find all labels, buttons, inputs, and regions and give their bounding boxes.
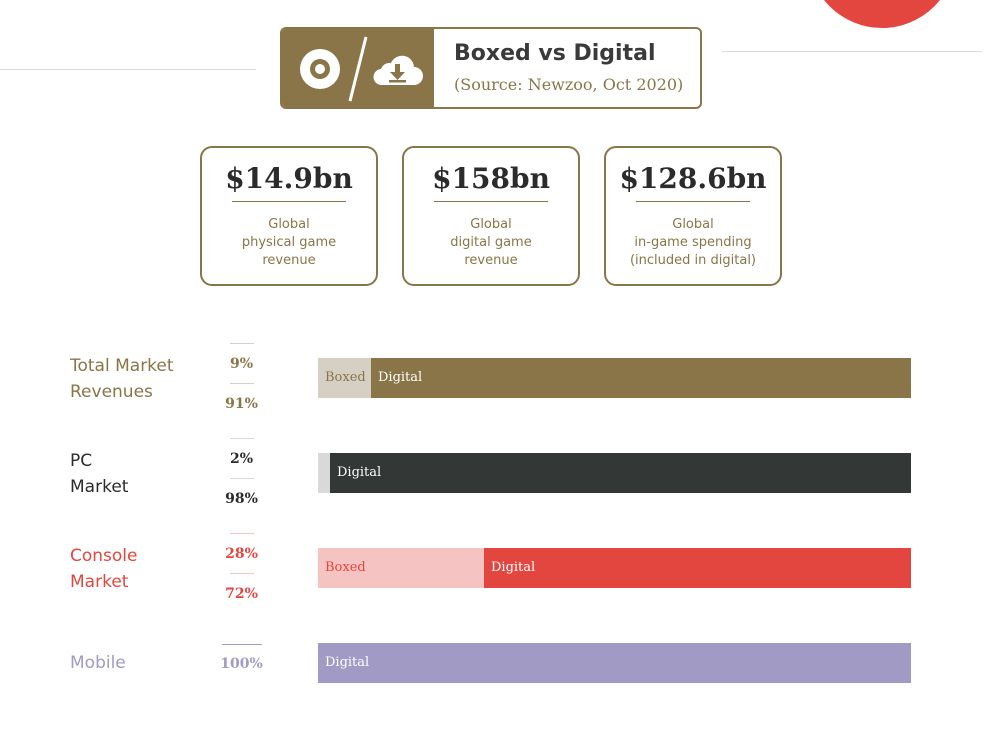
- pct-divider: [230, 343, 254, 344]
- bar-segment-boxed: Boxed: [318, 358, 371, 398]
- digital-percent-label: 91%: [225, 396, 258, 412]
- boxed-percent-label: 28%: [225, 546, 258, 562]
- bar-segment-digital: Digital: [318, 643, 911, 683]
- stat-value: $14.9bn: [225, 162, 353, 195]
- divider-right: [722, 51, 982, 52]
- segment-label: Digital: [337, 465, 382, 480]
- segment-label: Boxed: [325, 560, 366, 575]
- bar-track: Digital: [318, 643, 911, 683]
- bar-segment-boxed: Boxed: [318, 548, 484, 588]
- slash-divider: [348, 36, 368, 102]
- header-icon-panel: [282, 29, 434, 107]
- segment-label: Digital: [491, 560, 536, 575]
- stat-divider: [636, 201, 750, 202]
- pct-divider: [222, 644, 262, 645]
- stat-label: Global in-game spending (included in dig…: [629, 217, 756, 268]
- disc-icon: [300, 49, 340, 89]
- bar-segment-boxed: [318, 453, 330, 493]
- category-label: Console Market: [70, 546, 138, 592]
- category-label: Mobile: [70, 653, 126, 673]
- header-banner: Boxed vs Digital (Source: Newzoo, Oct 20…: [280, 27, 702, 109]
- pct-divider: [230, 533, 254, 534]
- pct-divider: [230, 573, 254, 574]
- stat-card-digital: $158bn Global digital game revenue: [402, 146, 580, 286]
- stat-label: Global physical game revenue: [241, 217, 337, 268]
- divider-left: [0, 69, 256, 70]
- page-title: Boxed vs Digital: [454, 41, 656, 66]
- pct-divider: [230, 478, 254, 479]
- bar-segment-digital: Digital: [330, 453, 911, 493]
- bar-track: Digital: [318, 453, 911, 493]
- source-note: (Source: Newzoo, Oct 2020): [454, 75, 684, 94]
- stat-value: $128.6bn: [619, 162, 767, 195]
- segment-label: Digital: [378, 370, 423, 385]
- bar-segment-digital: Digital: [371, 358, 911, 398]
- bar-track: Boxed Digital: [318, 358, 911, 398]
- category-label: PC Market: [70, 451, 129, 497]
- boxed-percent-label: 2%: [229, 451, 254, 467]
- boxed-percent-label: 9%: [229, 356, 254, 372]
- bar-segment-digital: Digital: [484, 548, 911, 588]
- digital-percent-label: 72%: [225, 586, 258, 602]
- category-label: Total Market Revenues: [70, 356, 174, 402]
- segment-label: Boxed: [325, 370, 366, 385]
- digital-percent-label: 98%: [225, 491, 258, 507]
- stat-card-ingame: $128.6bn Global in-game spending (includ…: [604, 146, 782, 286]
- pct-divider: [230, 438, 254, 439]
- digital-percent-label: 100%: [220, 656, 263, 672]
- stat-card-physical: $14.9bn Global physical game revenue: [200, 146, 378, 286]
- stat-label: Global digital game revenue: [450, 217, 532, 268]
- bar-track: Boxed Digital: [318, 548, 911, 588]
- stat-divider: [232, 201, 346, 202]
- segment-label: Digital: [325, 655, 370, 670]
- stat-value: $158bn: [432, 162, 550, 195]
- pct-divider: [230, 383, 254, 384]
- decorative-circle: [808, 0, 956, 28]
- cloud-download-icon: [373, 55, 423, 86]
- stat-divider: [434, 201, 548, 202]
